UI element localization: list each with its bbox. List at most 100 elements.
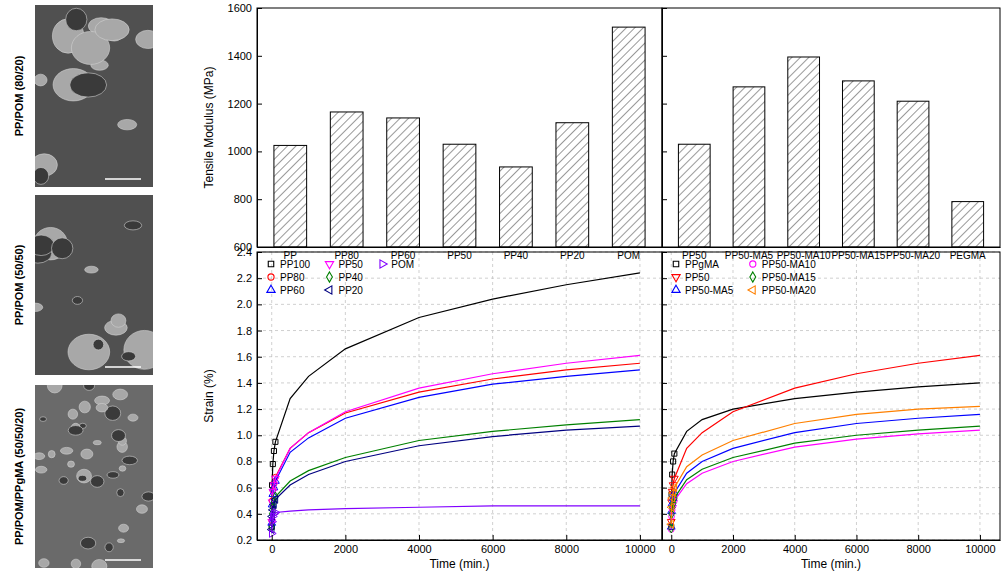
legend-symbol: [325, 262, 333, 269]
legend-label: PP20: [338, 285, 363, 296]
sem-feature: [111, 314, 126, 327]
legend-label: PP50-MA20: [762, 285, 816, 296]
tick-mark: [257, 409, 262, 410]
figure: PP/POM (80/20)PP/POM (50/50)PP/POM/PPgMA…: [0, 0, 1006, 574]
tick: [662, 151, 667, 152]
legend-symbol: [673, 261, 678, 266]
tick: 10000: [965, 535, 996, 555]
marker: [670, 484, 677, 492]
sem-feature: [35, 303, 43, 311]
tick-mark: [662, 357, 667, 358]
axis-line: [662, 9, 663, 248]
series-line: [671, 406, 980, 524]
legend-label: PP100: [280, 259, 310, 270]
tick: [662, 461, 667, 462]
legend-symbol: [750, 272, 756, 282]
legend-symbol: [325, 286, 332, 294]
plot-frame: [662, 252, 1000, 540]
tick-mark: [662, 331, 667, 332]
tick-label: 1.4: [237, 377, 252, 389]
tick-label: 4000: [783, 543, 807, 555]
tick: 2.4: [237, 246, 262, 258]
legend-symbol: [750, 261, 756, 267]
bar: [788, 57, 820, 247]
bar: [330, 112, 363, 247]
x-axis: 0200040006000800010000: [258, 535, 663, 555]
tick-label: 1600: [228, 2, 252, 14]
tick: [662, 8, 667, 9]
grid-line: [257, 487, 662, 488]
sem-feature: [112, 430, 126, 442]
legend: PPgMAPP50PP50-MA5PP50-MA10PP50-MA15PP50-…: [672, 259, 816, 296]
bar: [612, 27, 645, 247]
sem-feature: [66, 8, 87, 30]
tick-mark: [662, 151, 667, 152]
tick-mark: [257, 56, 262, 57]
series-line: [272, 426, 640, 529]
scale-bar: [105, 178, 141, 180]
tick: 2.0: [237, 298, 262, 310]
sem-feature: [81, 449, 93, 459]
tick-mark: [733, 535, 734, 540]
sem-feature: [80, 537, 95, 549]
sem-feature: [84, 385, 95, 390]
sem-feature: [119, 466, 126, 471]
tick-mark: [257, 151, 262, 152]
axis-line: [257, 253, 258, 541]
tick-mark: [257, 514, 262, 515]
x-axis: PPPP80PP60PP50PP40PP20POM: [258, 248, 663, 262]
chart-line: 0200040006000800010000Time (min.)PPgMAPP…: [662, 252, 1001, 571]
plot-area: [667, 355, 980, 533]
tick-label: 1.6: [237, 351, 252, 363]
tick: 1600: [228, 2, 262, 14]
tick-label: 2000: [721, 543, 745, 555]
sem-feature: [72, 297, 82, 305]
sem-feature: [92, 559, 107, 568]
sem-feature: [60, 447, 72, 454]
bar: [678, 144, 710, 247]
tick-mark: [257, 304, 262, 305]
tick-label: 1200: [228, 98, 252, 110]
tick: [662, 199, 667, 200]
grid-line: [257, 356, 662, 357]
tick: 0: [669, 535, 675, 555]
bar: [556, 123, 589, 247]
axis-title: Tensile Modulus (MPa): [202, 66, 216, 188]
tick-mark: [419, 535, 420, 540]
series-line: [671, 426, 980, 528]
sem-feature: [40, 417, 47, 422]
plot-area: [267, 273, 640, 537]
sem-feature: [36, 466, 47, 473]
legend-item: PP100: [268, 259, 310, 270]
sem-feature: [70, 73, 107, 97]
tick-mark: [640, 535, 641, 540]
tick-label: 2.0: [237, 298, 252, 310]
tick-mark: [795, 535, 796, 540]
tick-label: 1000: [228, 145, 252, 157]
axis-line: [663, 247, 1001, 248]
grid: [257, 252, 662, 540]
tick-label: 0.4: [237, 508, 252, 520]
marker: [269, 530, 276, 538]
sem-label: PP/POM (80/20): [13, 55, 25, 136]
tick-mark: [493, 535, 494, 540]
tick: 1.6: [237, 351, 262, 363]
tick: 4000: [407, 535, 431, 555]
tick: 8000: [906, 535, 930, 555]
tick-mark: [918, 535, 919, 540]
tick: 8000: [555, 535, 579, 555]
tick-mark: [257, 331, 262, 332]
tick: [662, 252, 667, 253]
sem-label: PP/POM/PPgMA (50/50/20): [13, 408, 25, 545]
bar: [443, 144, 476, 247]
sem-feature: [68, 426, 83, 436]
tick: 1200: [228, 98, 262, 110]
tick-mark: [662, 56, 667, 57]
tick: [662, 56, 667, 57]
tick: [662, 435, 667, 436]
sem-background: [35, 385, 153, 568]
axis-line: [258, 540, 663, 541]
tick-label: 2.4: [237, 246, 252, 258]
legend-label: PP50-MA5: [685, 285, 734, 296]
sem-feature: [122, 352, 136, 361]
